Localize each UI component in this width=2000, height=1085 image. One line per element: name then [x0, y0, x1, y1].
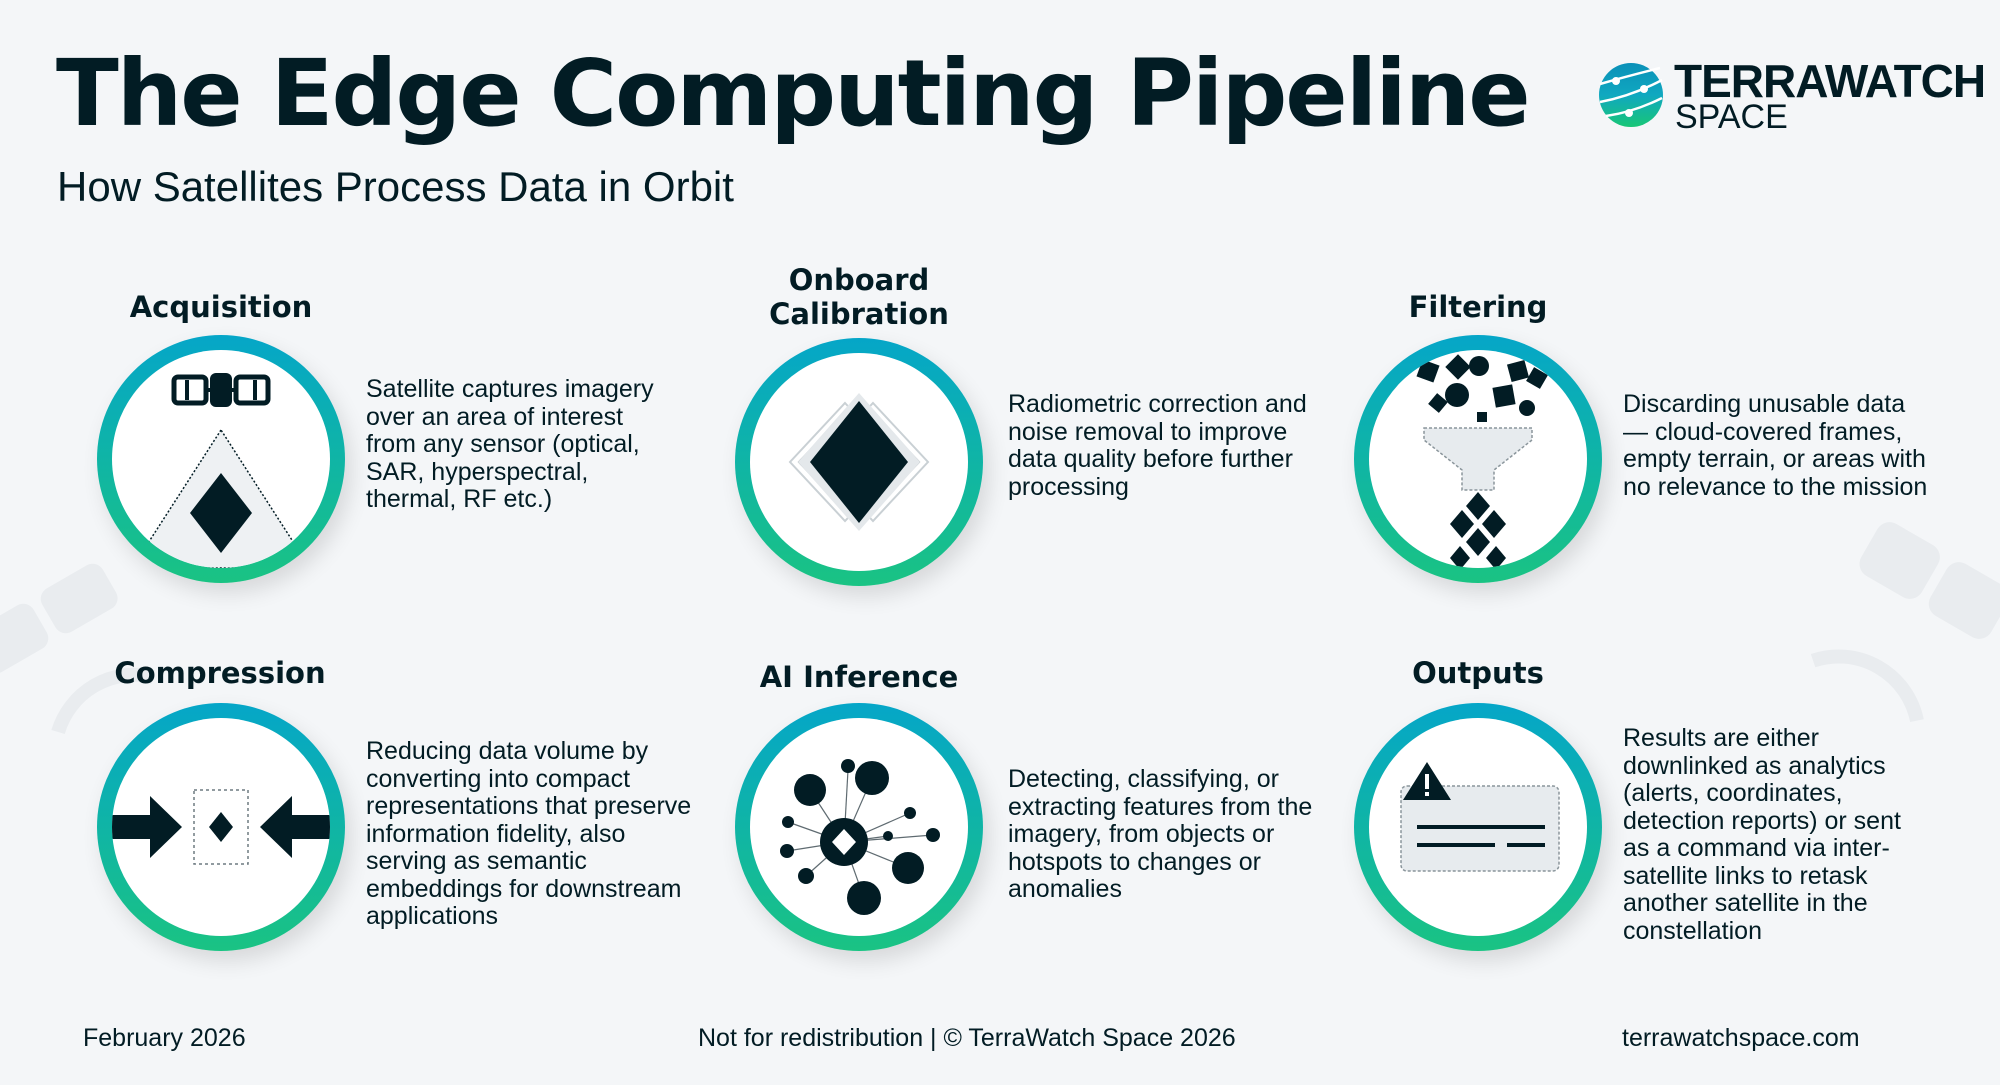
step-circle-onboard-calibration	[735, 338, 983, 586]
step-circle-outputs	[1354, 703, 1602, 951]
logo-wordmark: TERRAWATCH	[1674, 55, 1986, 107]
step-circle-filtering	[1354, 335, 1602, 583]
footer-website[interactable]: terrawatchspace.com	[1622, 1024, 1860, 1052]
footer-date: February 2026	[83, 1024, 246, 1052]
step-description-compression: Reducing data volume by converting into …	[366, 737, 692, 930]
step-description-onboard-calibration: Radiometric correction and noise removal…	[1008, 390, 1307, 501]
step-description-filtering: Discarding unusable data — cloud-covered…	[1623, 390, 1928, 501]
step-title-filtering: Filtering	[1408, 290, 1548, 324]
step-circle-acquisition	[97, 335, 345, 583]
terrawatch-logo: TERRAWATCH SPACE	[1598, 55, 1986, 136]
funnel-filter-icon	[1416, 354, 1548, 568]
step-title-ai-inference: AI Inference	[759, 660, 959, 694]
step-title-outputs: Outputs	[1412, 656, 1544, 690]
step-title-onboard-calibration: Onboard Calibration	[769, 263, 949, 331]
step-title-compression: Compression	[114, 656, 326, 690]
alert-report-icon	[1400, 762, 1560, 872]
step-description-outputs: Results are either downlinked as analyti…	[1623, 724, 1901, 945]
page-subtitle: How Satellites Process Data in Orbit	[57, 163, 734, 210]
calibration-diamond-icon	[788, 393, 930, 531]
network-nodes-icon	[780, 759, 940, 915]
background-satellite-icon	[0, 563, 155, 735]
compress-arrows-icon	[112, 789, 330, 865]
step-description-acquisition: Satellite captures imagery over an area …	[366, 375, 654, 513]
footer-notice: Not for redistribution | © TerraWatch Sp…	[698, 1024, 1236, 1052]
step-circle-compression	[97, 703, 345, 951]
step-circle-ai-inference	[735, 703, 983, 951]
step-description-ai-inference: Detecting, classifying, or extracting fe…	[1008, 765, 1313, 903]
step-title-acquisition: Acquisition	[129, 290, 313, 324]
satellite-capture-icon	[131, 373, 311, 568]
globe-orbit-icon	[1599, 63, 1663, 127]
page-title: The Edge Computing Pipeline	[56, 40, 1531, 147]
logo-wordmark-sub: SPACE	[1675, 98, 1788, 136]
background-satellite-icon	[1810, 522, 2000, 723]
